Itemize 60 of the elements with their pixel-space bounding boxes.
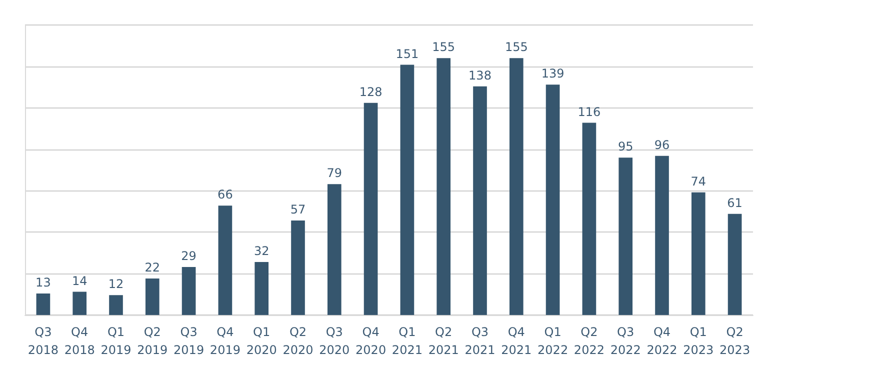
bar bbox=[473, 86, 487, 315]
x-tick-label: Q2 2021 bbox=[428, 325, 459, 357]
x-tick-label: Q3 2018 bbox=[28, 325, 58, 357]
x-tick-label: Q3 2019 bbox=[174, 325, 204, 357]
bar bbox=[509, 58, 524, 315]
data-label: 139 bbox=[541, 66, 564, 81]
x-tick-label: Q1 2020 bbox=[246, 325, 277, 357]
x-tick-label: Q4 2022 bbox=[646, 325, 678, 357]
bar bbox=[291, 220, 305, 315]
x-tick-label: Q1 2021 bbox=[392, 325, 422, 357]
x-tick-label: Q3 2021 bbox=[464, 325, 496, 357]
x-tick-label: Q1 2022 bbox=[538, 325, 568, 357]
data-label: 74 bbox=[690, 174, 706, 188]
x-tick-label: Q3 2020 bbox=[319, 325, 350, 357]
data-label: 151 bbox=[396, 46, 419, 61]
data-label: 128 bbox=[359, 84, 382, 99]
data-label: 155 bbox=[504, 40, 528, 54]
x-tick-label: Q4 2019 bbox=[210, 325, 240, 357]
data-label: 96 bbox=[654, 138, 670, 152]
bar bbox=[145, 278, 160, 315]
x-tick-label: Q4 2018 bbox=[64, 325, 95, 357]
data-label: 12 bbox=[108, 277, 124, 292]
data-label: 13 bbox=[36, 275, 51, 290]
bar bbox=[254, 262, 269, 315]
bar bbox=[436, 58, 451, 315]
data-label: 155 bbox=[432, 40, 456, 54]
x-tick-label: Q2 2020 bbox=[282, 325, 314, 357]
x-tick-label: Q4 2020 bbox=[356, 325, 386, 357]
bar bbox=[364, 102, 378, 315]
bar bbox=[218, 206, 232, 315]
data-label: 29 bbox=[181, 248, 196, 263]
bar bbox=[72, 292, 87, 315]
bar bbox=[691, 192, 706, 315]
x-tick-label: Q1 2023 bbox=[683, 325, 714, 357]
bar bbox=[36, 293, 50, 315]
x-tick-label: Q3 2022 bbox=[610, 325, 641, 357]
data-label: 32 bbox=[254, 244, 270, 258]
bar bbox=[327, 184, 342, 315]
bar bbox=[109, 295, 123, 315]
x-tick-label: Q4 2021 bbox=[501, 325, 532, 357]
data-label: 95 bbox=[618, 140, 634, 154]
bar bbox=[182, 266, 196, 315]
data-label: 14 bbox=[72, 274, 88, 288]
data-label: 66 bbox=[218, 188, 233, 202]
bar bbox=[618, 158, 633, 315]
bar bbox=[546, 84, 560, 315]
data-label: 116 bbox=[578, 104, 601, 119]
x-tick-label: Q2 2019 bbox=[137, 325, 168, 357]
x-tick-label: Q1 2019 bbox=[100, 325, 132, 357]
bar bbox=[728, 214, 742, 315]
bar bbox=[655, 156, 669, 315]
bar bbox=[400, 64, 414, 315]
data-label: 79 bbox=[326, 166, 342, 180]
x-tick-label: Q2 2022 bbox=[574, 325, 604, 357]
data-label: 57 bbox=[290, 202, 306, 217]
data-label: 22 bbox=[144, 260, 160, 275]
data-label: 138 bbox=[468, 68, 492, 82]
bar bbox=[582, 122, 596, 315]
x-tick-label: Q2 2023 bbox=[720, 325, 750, 357]
data-label: 61 bbox=[727, 196, 742, 210]
